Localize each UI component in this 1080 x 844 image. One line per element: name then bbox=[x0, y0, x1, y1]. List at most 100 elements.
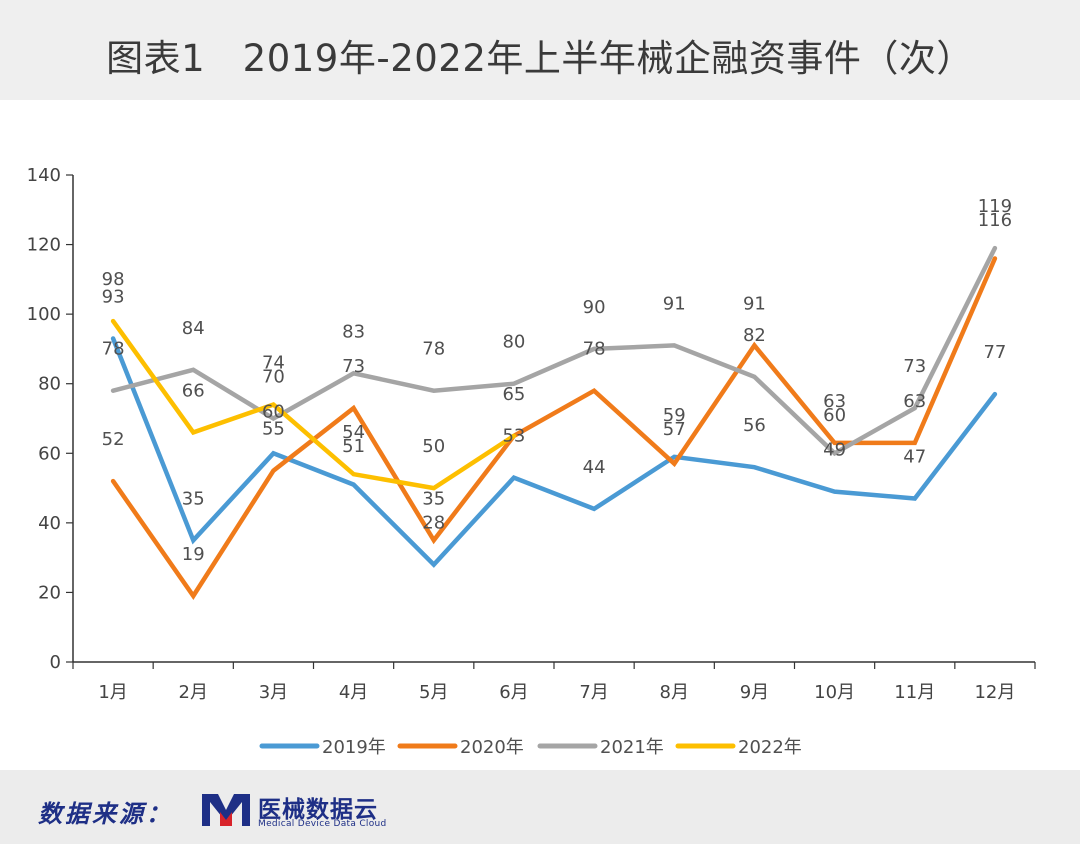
data-label: 93 bbox=[102, 286, 125, 307]
data-label: 73 bbox=[342, 356, 365, 377]
source-footer: 数据来源： 医械数据云 Medical Device Data Cloud bbox=[0, 770, 1080, 844]
data-point bbox=[994, 247, 996, 249]
data-point bbox=[192, 431, 194, 433]
data-point bbox=[834, 442, 836, 444]
data-point bbox=[192, 595, 194, 597]
data-label: 57 bbox=[663, 419, 686, 440]
data-label: 63 bbox=[823, 391, 846, 412]
data-point bbox=[753, 466, 755, 468]
series-line-2021年 bbox=[110, 245, 998, 457]
data-point bbox=[433, 539, 435, 541]
data-point bbox=[914, 407, 916, 409]
data-point bbox=[112, 320, 114, 322]
y-tick-label: 0 bbox=[50, 652, 61, 673]
series-line-2022年 bbox=[110, 318, 517, 491]
logo-name: 医械数据云 bbox=[258, 797, 378, 823]
data-point bbox=[272, 470, 274, 472]
data-label: 28 bbox=[422, 513, 445, 534]
data-point bbox=[353, 473, 355, 475]
data-label: 50 bbox=[422, 436, 445, 457]
data-label: 78 bbox=[422, 339, 445, 360]
data-label: 80 bbox=[502, 332, 525, 353]
data-point bbox=[673, 456, 675, 458]
data-label: 52 bbox=[102, 429, 125, 450]
y-tick-label: 140 bbox=[27, 165, 61, 186]
source-label: 数据来源： bbox=[38, 800, 173, 828]
x-tick-label: 9月 bbox=[740, 682, 769, 703]
data-label: 66 bbox=[182, 380, 205, 401]
data-point bbox=[994, 257, 996, 259]
data-label: 35 bbox=[182, 488, 205, 509]
data-label: 56 bbox=[743, 415, 766, 436]
data-label: 91 bbox=[663, 293, 686, 314]
x-tick-label: 11月 bbox=[894, 682, 935, 703]
x-tick-label: 2月 bbox=[179, 682, 208, 703]
data-point bbox=[272, 452, 274, 454]
data-point bbox=[753, 376, 755, 378]
data-label: 19 bbox=[182, 544, 205, 565]
data-point bbox=[593, 348, 595, 350]
data-label: 55 bbox=[262, 419, 285, 440]
legend-label: 2022年 bbox=[738, 737, 802, 758]
data-label: 60 bbox=[262, 401, 285, 422]
data-point bbox=[914, 498, 916, 500]
data-label: 63 bbox=[903, 391, 926, 412]
y-tick-label: 120 bbox=[27, 235, 61, 256]
data-point bbox=[112, 337, 114, 339]
data-point bbox=[112, 390, 114, 392]
data-label: 70 bbox=[262, 367, 285, 388]
data-label: 90 bbox=[583, 297, 606, 318]
data-point bbox=[834, 491, 836, 493]
data-point bbox=[433, 487, 435, 489]
data-point bbox=[112, 480, 114, 482]
x-tick-label: 1月 bbox=[98, 682, 127, 703]
legend-label: 2019年 bbox=[322, 737, 386, 758]
data-label: 77 bbox=[983, 342, 1006, 363]
x-tick-label: 4月 bbox=[339, 682, 368, 703]
data-point bbox=[753, 344, 755, 346]
data-label: 84 bbox=[182, 318, 205, 339]
data-point bbox=[192, 369, 194, 371]
data-label: 74 bbox=[262, 353, 285, 374]
data-label: 53 bbox=[502, 426, 525, 447]
data-label: 119 bbox=[978, 196, 1012, 217]
data-label: 60 bbox=[823, 405, 846, 426]
y-tick-label: 60 bbox=[38, 443, 61, 464]
x-tick-label: 7月 bbox=[579, 682, 608, 703]
series-line-2020年 bbox=[110, 256, 998, 600]
x-tick-label: 8月 bbox=[660, 682, 689, 703]
series-line-2019年 bbox=[110, 336, 998, 568]
data-point bbox=[353, 372, 355, 374]
y-tick-label: 40 bbox=[38, 513, 61, 534]
data-label: 78 bbox=[583, 339, 606, 360]
y-tick-label: 100 bbox=[27, 304, 61, 325]
data-point bbox=[673, 344, 675, 346]
legend-label: 2020年 bbox=[460, 737, 524, 758]
title-banner: 图表1 2019年-2022年上半年械企融资事件（次） bbox=[0, 0, 1080, 100]
logo-subtitle: Medical Device Data Cloud bbox=[258, 819, 387, 829]
data-label: 47 bbox=[903, 447, 926, 468]
data-label: 98 bbox=[102, 269, 125, 290]
data-point bbox=[353, 484, 355, 486]
x-tick-label: 10月 bbox=[814, 682, 855, 703]
chart-title: 图表1 2019年-2022年上半年械企融资事件（次） bbox=[106, 37, 974, 80]
data-point bbox=[513, 477, 515, 479]
data-point bbox=[513, 435, 515, 437]
data-point bbox=[272, 418, 274, 419]
data-label: 59 bbox=[663, 405, 686, 426]
data-label: 49 bbox=[823, 440, 846, 461]
legend-label: 2021年 bbox=[600, 737, 664, 758]
data-point bbox=[513, 383, 515, 385]
data-label: 54 bbox=[342, 422, 365, 443]
y-tick-label: 80 bbox=[38, 374, 61, 395]
data-point bbox=[994, 393, 996, 395]
medical-device-data-cloud-logo-icon bbox=[202, 794, 250, 826]
data-label: 51 bbox=[342, 436, 365, 457]
data-label: 44 bbox=[583, 457, 606, 478]
data-point bbox=[673, 463, 675, 465]
data-label: 65 bbox=[502, 384, 525, 405]
data-point bbox=[914, 442, 916, 444]
data-label: 82 bbox=[743, 325, 766, 346]
x-tick-label: 3月 bbox=[259, 682, 288, 703]
data-label: 116 bbox=[978, 210, 1012, 231]
